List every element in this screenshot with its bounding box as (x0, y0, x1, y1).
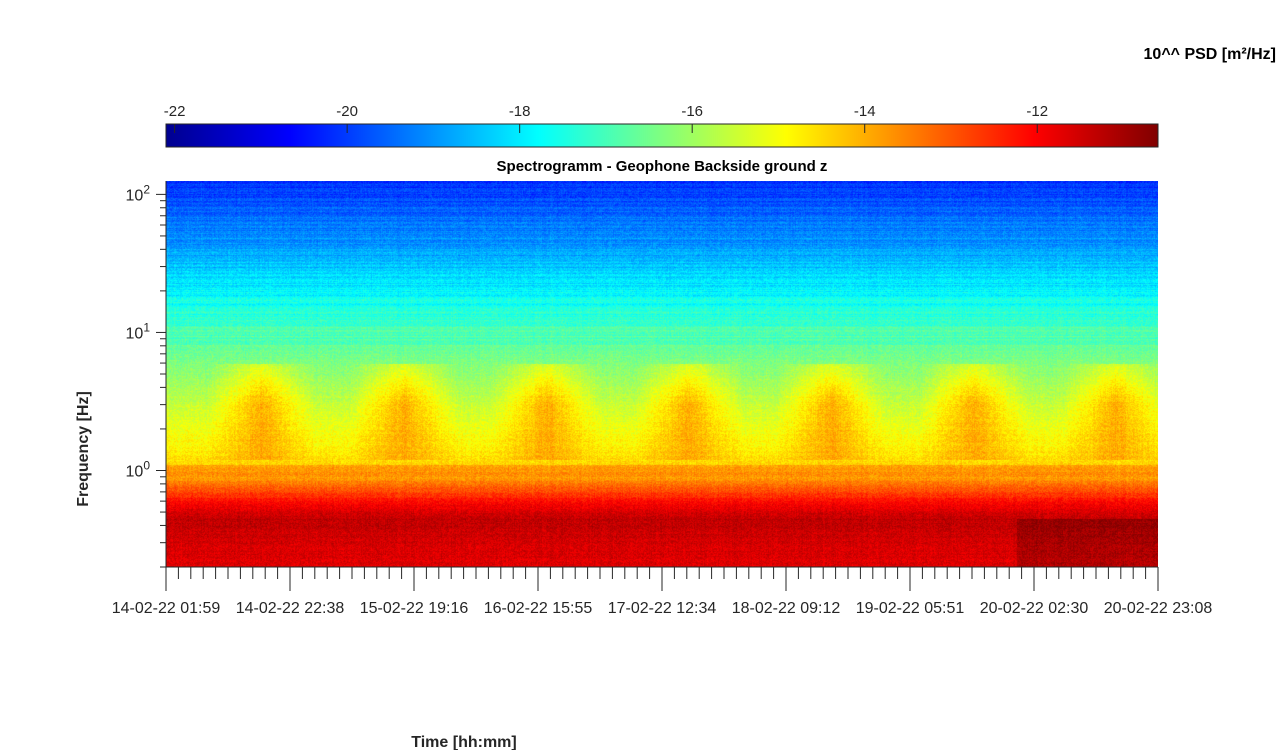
x-tick-label: 16-02-22 15:55 (484, 600, 593, 617)
y-axis-label: Frequency [Hz] (75, 391, 92, 507)
y-tick-base: 10 (126, 325, 144, 342)
spectrogram-image (166, 181, 1158, 567)
x-tick-label: 14-02-22 22:38 (236, 600, 345, 617)
y-tick-label: 100 (126, 459, 151, 481)
colorbar-tick-label: -18 (509, 103, 531, 120)
plot-area (166, 181, 1158, 567)
x-tick-label: 18-02-22 09:12 (732, 600, 841, 617)
y-tick-base: 10 (126, 464, 144, 481)
x-ticks: 14-02-22 01:59 14-02-22 22:38 15-02-22 19:… (112, 567, 1213, 617)
x-axis-label: Time [hh:mm] (411, 734, 516, 750)
x-tick-label: 20-02-22 02:30 (980, 600, 1089, 617)
colorbar-tick-label: -22 (164, 103, 186, 120)
x-tick-label: 20-02-22 23:08 (1104, 600, 1213, 617)
colorbar: -22 -20 -18 -16 -14 -12 (164, 103, 1159, 148)
x-tick-label: 14-02-22 01:59 (112, 600, 221, 617)
colorbar-tick-label: -12 (1026, 103, 1048, 120)
colorbar-label: 10^^ PSD [m²/Hz] (1144, 46, 1276, 63)
y-tick-label: 101 (126, 320, 151, 342)
y-tick-exponent: 0 (143, 459, 150, 473)
y-tick-exponent: 1 (143, 320, 150, 334)
colorbar-tick-label: -16 (681, 103, 703, 120)
y-tick-label: 102 (126, 182, 151, 204)
x-tick-label: 15-02-22 19:16 (360, 600, 469, 617)
y-tick-base: 10 (126, 187, 144, 204)
chart-title: Spectrogramm - Geophone Backside ground … (497, 158, 828, 175)
x-axis: 14-02-22 01:59 14-02-22 22:38 15-02-22 19:… (112, 566, 1213, 750)
x-tick-label: 19-02-22 05:51 (856, 600, 965, 617)
colorbar-tick-label: -14 (854, 103, 876, 120)
colorbar-ticks: -22 -20 -18 -16 -14 -12 (164, 103, 1048, 133)
colorbar-tick-label: -20 (336, 103, 358, 120)
x-tick-label: 17-02-22 12:34 (608, 600, 717, 617)
colorbar-gradient (165, 123, 1159, 148)
y-tick-exponent: 2 (143, 182, 150, 196)
